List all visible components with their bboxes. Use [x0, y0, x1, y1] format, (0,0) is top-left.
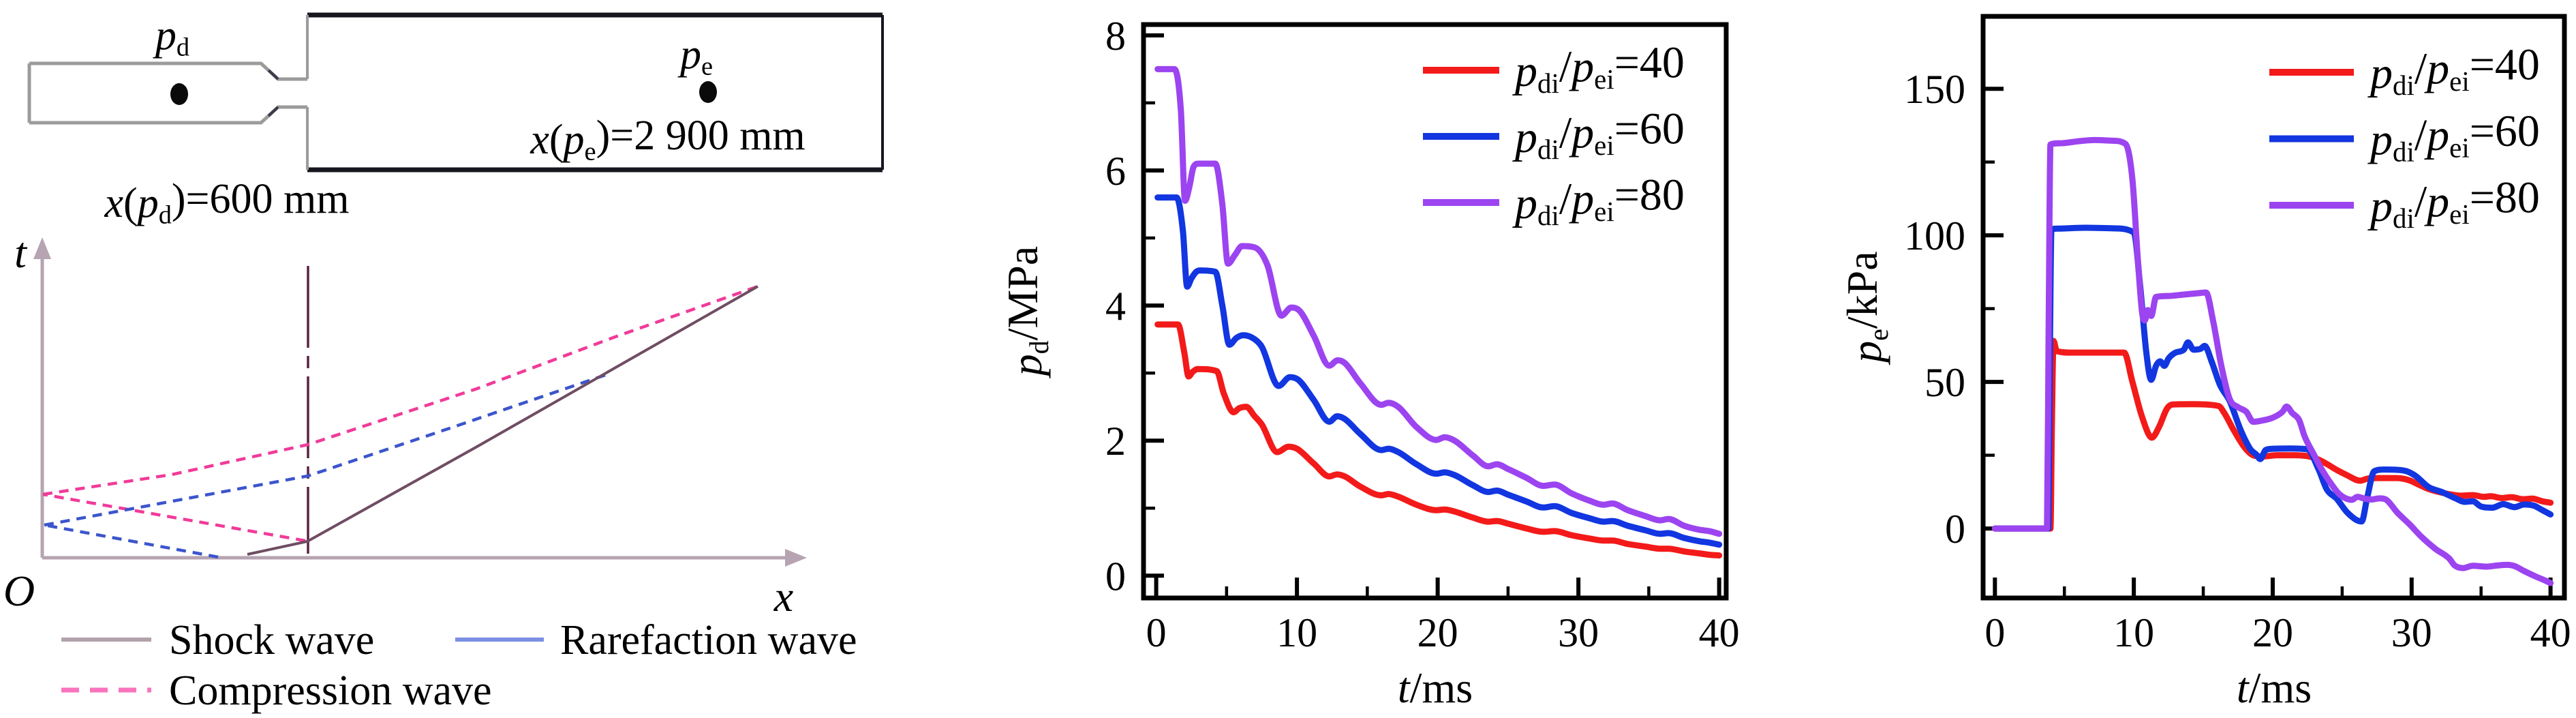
nozzle-edge-top — [267, 69, 279, 80]
shock-tube-schematic: pd pe x(pe)=2 900 mm x(pd)=600 mm — [27, 12, 884, 230]
legend-item-rarefaction-wave: Rarefaction wave — [455, 617, 857, 663]
plot-box-pe — [1980, 14, 2567, 601]
pd-sensor-dot — [170, 83, 188, 105]
y-tick-label: 150 — [1904, 67, 1965, 112]
compression-wave-line — [42, 284, 758, 496]
pe-sensor-label: pe — [677, 31, 713, 81]
t-axis-arrowhead-icon — [33, 237, 51, 259]
shock-wave-label: Shock wave — [169, 617, 374, 663]
x-tick-label: 10 — [2113, 610, 2154, 655]
x-tick-label: 30 — [1558, 610, 1599, 655]
legend-item-compression-wave: Compression wave — [61, 668, 492, 714]
compression-wave-line — [42, 492, 306, 543]
series-line — [1991, 136, 2554, 586]
legend-label: pdi/pei=80 — [1512, 170, 1685, 231]
y-tick-label: 8 — [1105, 14, 1126, 59]
legend-label: pdi/pei=60 — [1512, 104, 1685, 165]
pd-position-label: x(pd)=600 mm — [104, 176, 350, 230]
y-tick-label: 6 — [1105, 149, 1126, 194]
pe-position-label: x(pe)=2 900 mm — [530, 113, 805, 166]
legend-label: pdi/pei=40 — [2367, 40, 2540, 101]
y-tick-label: 4 — [1105, 284, 1126, 329]
pe-sensor-dot — [699, 81, 717, 103]
series-line — [1154, 194, 1723, 548]
x-tick-label: 20 — [2252, 610, 2293, 655]
legend-item-shock-wave: Shock wave — [61, 617, 374, 663]
legend-label: pdi/pei=60 — [2367, 106, 2540, 168]
x-tick-label: 30 — [2391, 610, 2432, 655]
x-tick-label: 0 — [1146, 610, 1167, 655]
x-axis-label: x — [773, 572, 793, 620]
y-tick-label: 0 — [1945, 507, 1965, 552]
y-tick-label: 100 — [1904, 213, 1965, 258]
pe-x-axis-title: t/ms — [2237, 663, 2312, 712]
xt-diagram: t x O — [3, 228, 807, 620]
x-axis-arrowhead-icon — [785, 549, 807, 567]
xt-wave-lines — [42, 266, 758, 559]
x-tick-label: 40 — [1699, 610, 1740, 655]
chart-pd-content: 0 10 20 30 40 0 2 4 6 8 pdi/pei=40pdi/pei=60pdi/pe… — [1105, 14, 1740, 655]
pd-x-axis-title: t/ms — [1398, 663, 1473, 712]
legend-item: pdi/pei=40 — [1423, 38, 1685, 99]
rarefaction-wave-line — [44, 372, 610, 527]
driver-tube-bottom-wall — [29, 105, 307, 125]
xt-legend: Shock wave Rarefaction wave Compression … — [61, 617, 857, 714]
legend-item: pdi/pei=80 — [2269, 173, 2540, 234]
x-tick-label: 20 — [1417, 610, 1458, 655]
legend-item: pdi/pei=80 — [1423, 170, 1685, 231]
rarefaction-wave-label: Rarefaction wave — [560, 617, 857, 663]
chart-pd: 0 10 20 30 40 0 2 4 6 8 pdi/pei=40pdi/pei=60pdi/pe… — [998, 14, 1740, 712]
driver-tube-top-wall — [29, 61, 307, 81]
pd-sensor-label: pd — [153, 12, 189, 62]
nozzle-edge-bottom — [267, 106, 279, 117]
x-tick-label: 0 — [1984, 610, 2005, 655]
y-tick-label: 50 — [1925, 360, 1965, 405]
legend-label: pdi/pei=80 — [2367, 173, 2540, 234]
legend-item: pdi/pei=60 — [2269, 106, 2540, 168]
pe-y-axis-title: pe/kPa — [1838, 251, 1894, 365]
series-line — [1991, 338, 2554, 532]
compression-wave-label: Compression wave — [169, 668, 492, 714]
series-line — [1991, 224, 2554, 532]
legend-item: pdi/pei=60 — [1423, 104, 1685, 165]
series-line — [1154, 65, 1723, 537]
pd-y-axis-title: pd/MPa — [998, 246, 1054, 379]
plot-box-pd — [1141, 22, 1729, 601]
x-tick-label: 10 — [1276, 610, 1317, 655]
x-tick-label: 40 — [2530, 610, 2571, 655]
shock-wave-line — [247, 285, 758, 556]
legend-label: pdi/pei=40 — [1512, 38, 1685, 99]
legend-item: pdi/pei=40 — [2269, 40, 2540, 101]
t-axis-label: t — [14, 228, 28, 277]
rarefaction-wave-line — [44, 523, 219, 559]
series-line — [1154, 321, 1723, 559]
chart-pe: 0 10 20 30 40 0 50 100 150 pdi/pei=40pdi/pei=60pd… — [1838, 14, 2571, 712]
chart-pe-content: 0 10 20 30 40 0 50 100 150 pdi/pei=40pdi/pei=60pd… — [1904, 40, 2571, 655]
origin-label: O — [3, 567, 35, 615]
y-tick-label: 2 — [1105, 419, 1126, 464]
y-tick-label: 0 — [1105, 554, 1126, 599]
